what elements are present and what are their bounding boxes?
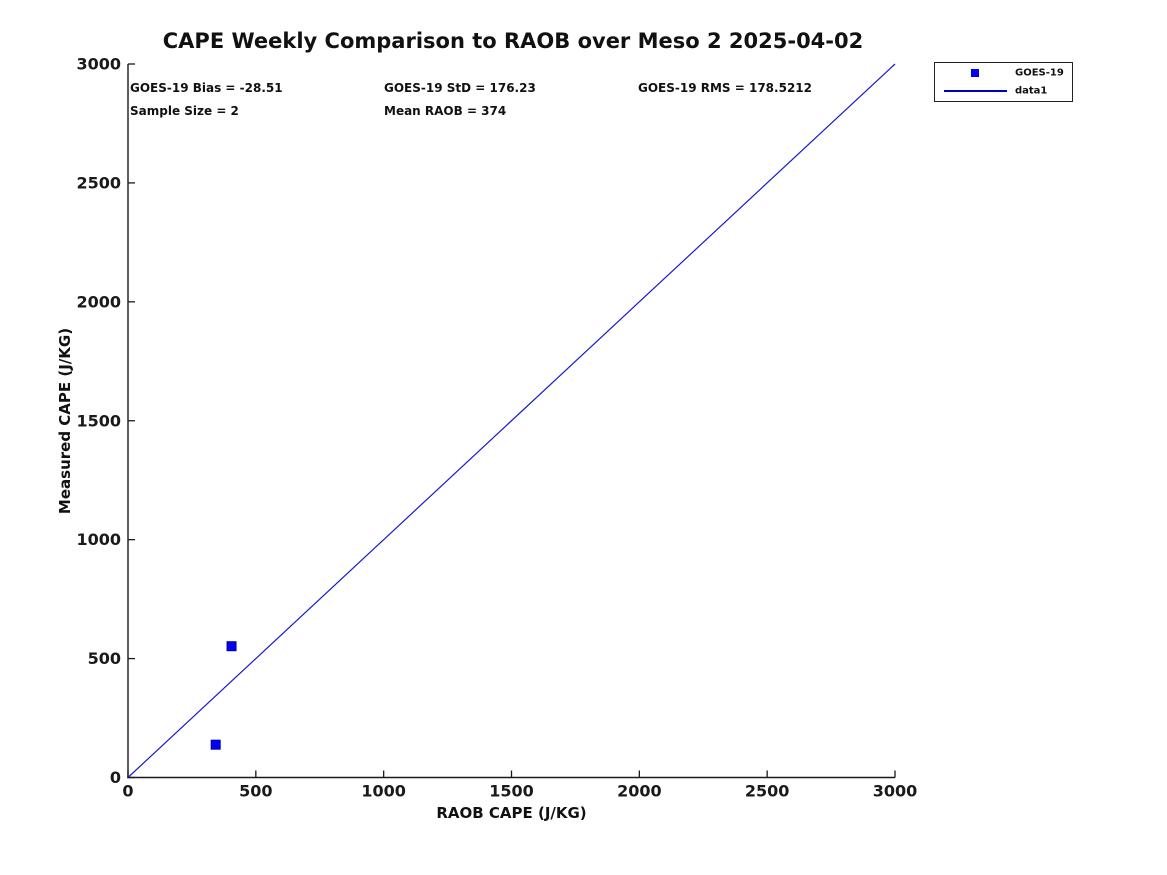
x-tick-label: 1000: [361, 782, 406, 801]
legend: GOES-19 data1: [934, 62, 1073, 102]
stat-rms: GOES-19 RMS = 178.5212: [638, 81, 812, 95]
data-point-marker: [226, 641, 237, 652]
identity-line: [127, 63, 896, 778]
legend-item-data1: data1: [935, 82, 1072, 100]
y-tick-label: 2000: [76, 292, 121, 311]
legend-item-goes19: GOES-19: [935, 64, 1072, 82]
y-tick-label: 1000: [76, 530, 121, 549]
legend-item-label: data1: [1015, 85, 1048, 97]
legend-square-marker-swatch: [971, 69, 979, 77]
stat-mean-raob: Mean RAOB = 374: [384, 104, 507, 118]
chart-title: CAPE Weekly Comparison to RAOB over Meso…: [162, 29, 864, 53]
legend-item-label: GOES-19: [1015, 67, 1064, 79]
stat-bias: GOES-19 Bias = -28.51: [130, 81, 283, 95]
y-tick-label: 1500: [76, 411, 121, 430]
x-tick-label: 1500: [489, 782, 534, 801]
y-tick-label: 500: [88, 649, 121, 668]
x-tick-label: 2000: [617, 782, 662, 801]
x-axis-label: RAOB CAPE (J/KG): [436, 804, 587, 822]
stat-sample-size: Sample Size = 2: [130, 104, 239, 118]
y-tick-label: 0: [110, 768, 121, 787]
stat-std: GOES-19 StD = 176.23: [384, 81, 536, 95]
x-tick-label: 3000: [873, 782, 918, 801]
y-tick-label: 3000: [76, 55, 121, 74]
legend-line-swatch: [944, 90, 1007, 92]
x-tick-label: 0: [122, 782, 133, 801]
y-tick-label: 2500: [76, 173, 121, 192]
data-point-marker: [210, 739, 221, 750]
x-tick-label: 2500: [745, 782, 790, 801]
y-axis-label: Measured CAPE (J/KG): [56, 327, 74, 515]
x-tick-label: 500: [239, 782, 272, 801]
